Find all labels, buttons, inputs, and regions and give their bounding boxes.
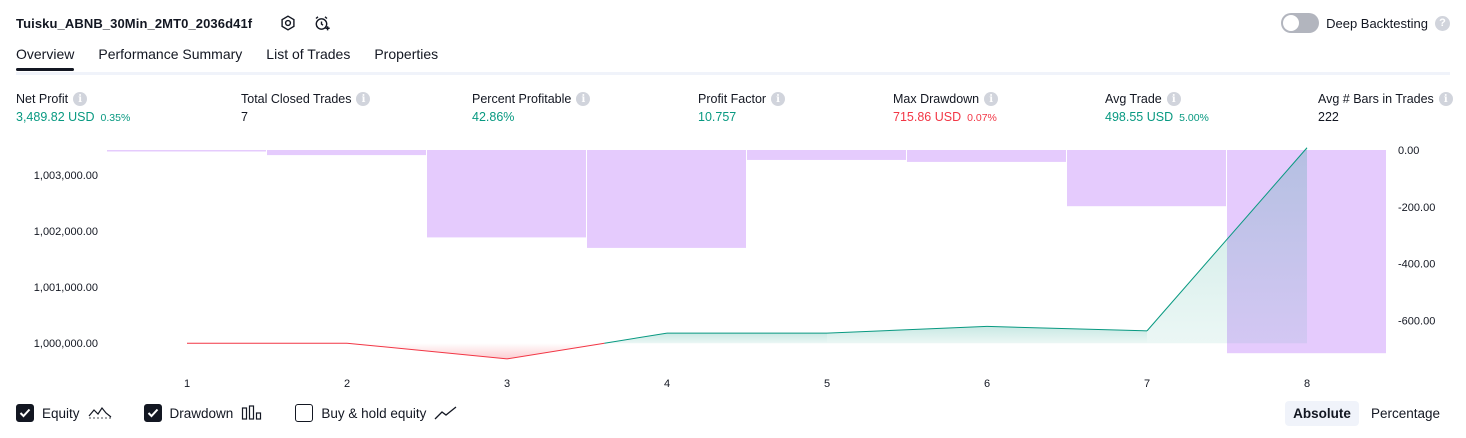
left-axis-tick: 1,002,000.00 — [34, 226, 98, 238]
strategy-name: Tuisku_ABNB_30Min_2MT0_2036d41f — [16, 16, 253, 31]
x-axis-tick: 5 — [824, 378, 830, 390]
x-axis-tick: 7 — [1144, 378, 1150, 390]
metrics-row: Net Profit i 3,489.82 USD 0.35% Total Clos… — [0, 92, 1466, 132]
metric-percent: 5.00% — [1179, 112, 1209, 124]
info-icon[interactable]: i — [771, 92, 786, 106]
x-axis-tick: 1 — [184, 378, 190, 390]
absolute-button[interactable]: Absolute — [1285, 401, 1359, 426]
metric-percent: 0.07% — [967, 112, 997, 124]
drawdown-bar — [267, 150, 426, 156]
info-icon[interactable]: i — [73, 92, 88, 106]
metric-value: 42.86% — [472, 110, 515, 124]
right-axis-tick: -200.00 — [1398, 202, 1435, 214]
legend-drawdown[interactable]: Drawdown — [143, 404, 264, 422]
metric-avg-bars-in-trades: Avg # Bars in Trades i 222 — [1318, 92, 1453, 124]
metric-value: 3,489.82 USD — [16, 110, 95, 124]
drawdown-bar — [747, 150, 906, 160]
metric-label: Profit Factor — [698, 92, 767, 106]
metric-value: 222 — [1318, 110, 1339, 124]
add-alert-icon[interactable] — [312, 13, 332, 33]
right-axis-tick: -400.00 — [1398, 259, 1435, 271]
legend-label: Buy & hold equity — [321, 405, 427, 421]
metric-value: 10.757 — [698, 110, 737, 124]
drawdown-checkbox[interactable] — [143, 404, 162, 422]
report-tabs: Overview Performance Summary List of Tra… — [16, 46, 439, 71]
tab-properties[interactable]: Properties — [374, 46, 439, 62]
equity-area-down — [507, 343, 605, 359]
equity-drawdown-chart: 1,000,000.00 1,001,000.00 1,002,000.00 1,00… — [34, 145, 1436, 390]
deep-backtesting-toggle[interactable] — [1281, 13, 1320, 33]
metric-label: Percent Profitable — [472, 92, 572, 106]
info-icon[interactable]: i — [356, 92, 371, 106]
equity-checkbox[interactable] — [16, 404, 34, 422]
right-axis-tick: 0.00 — [1398, 145, 1419, 157]
left-axis-tick: 1,003,000.00 — [34, 170, 98, 182]
chart-legend: Equity Drawdown Buy & hold equity — [16, 404, 490, 422]
metric-value: 498.55 USD — [1105, 110, 1174, 124]
equity-line-segment — [986, 325, 1148, 332]
tab-list-of-trades[interactable]: List of Trades — [266, 46, 351, 62]
equity-line-icon — [88, 406, 111, 419]
left-axis-tick: 1,000,000.00 — [34, 338, 98, 350]
tab-performance-summary[interactable]: Performance Summary — [98, 46, 243, 62]
deep-backtesting-control: Deep Backtesting ? — [1281, 13, 1450, 33]
report-header: Tuisku_ABNB_30Min_2MT0_2036d41f Deep Bac… — [0, 0, 1466, 44]
legend-buy-hold[interactable]: Buy & hold equity — [295, 404, 458, 422]
metric-total-closed-trades: Total Closed Trades i 7 — [241, 92, 371, 124]
equity-line-segment — [506, 342, 605, 360]
equity-area-up — [827, 326, 987, 344]
equity-line-segment — [826, 325, 988, 334]
metric-label: Avg # Bars in Trades — [1318, 92, 1434, 106]
equity-line-segment — [1146, 147, 1308, 332]
equity-area-up — [1147, 147, 1307, 344]
metric-max-drawdown: Max Drawdown i 715.86 USD 0.07% — [893, 92, 999, 124]
x-axis-tick: 2 — [344, 378, 350, 390]
right-axis-tick: -600.00 — [1398, 315, 1435, 327]
legend-equity[interactable]: Equity — [16, 404, 112, 422]
x-axis-tick: 8 — [1304, 378, 1310, 390]
metric-value: 715.86 USD — [893, 110, 962, 124]
x-axis-tick: 3 — [504, 378, 510, 390]
drawdown-bar — [907, 150, 1066, 162]
x-axis-tick: 6 — [984, 378, 990, 390]
x-axis-tick: 4 — [664, 378, 670, 390]
equity-area-up — [987, 326, 1147, 344]
left-axis-tick: 1,001,000.00 — [34, 282, 98, 294]
info-icon[interactable]: i — [1166, 92, 1181, 106]
view-mode-switch: Absolute Percentage — [1285, 401, 1448, 426]
drawdown-bar — [427, 150, 586, 238]
tab-overview[interactable]: Overview — [16, 46, 75, 71]
settings-icon[interactable] — [278, 13, 298, 33]
drawdown-bars-icon — [242, 405, 262, 420]
metric-label: Net Profit — [16, 92, 69, 106]
metric-net-profit: Net Profit i 3,489.82 USD 0.35% — [16, 92, 130, 124]
equity-line-segment — [346, 342, 508, 360]
info-icon[interactable]: i — [1438, 92, 1453, 106]
help-icon[interactable]: ? — [1435, 15, 1450, 31]
tabs-divider — [16, 72, 1450, 75]
info-icon[interactable]: i — [984, 92, 999, 106]
equity-area-up — [667, 333, 827, 344]
metric-label: Total Closed Trades — [241, 92, 352, 106]
metric-percent: 0.35% — [100, 112, 131, 124]
metric-percent-profitable: Percent Profitable i 42.86% — [472, 92, 591, 124]
metric-avg-trade: Avg Trade i 498.55 USD 5.00% — [1105, 92, 1209, 124]
equity-area-down — [347, 343, 507, 359]
drawdown-bar — [107, 150, 266, 152]
metric-value: 7 — [241, 110, 248, 124]
toggle-knob — [1283, 15, 1300, 31]
legend-label: Drawdown — [169, 405, 234, 421]
legend-label: Equity — [42, 405, 80, 421]
drawdown-bar — [1067, 150, 1226, 207]
drawdown-bar — [587, 150, 746, 248]
metric-label: Avg Trade — [1105, 92, 1162, 106]
metric-profit-factor: Profit Factor i 10.757 — [698, 92, 786, 124]
buy-hold-checkbox[interactable] — [295, 404, 314, 422]
metric-label: Max Drawdown — [893, 92, 980, 106]
equity-line-segment — [604, 332, 668, 344]
buy-hold-line-icon — [434, 406, 457, 420]
percentage-button[interactable]: Percentage — [1370, 406, 1440, 421]
info-icon[interactable]: i — [576, 92, 591, 106]
deep-backtesting-label: Deep Backtesting — [1326, 15, 1428, 31]
